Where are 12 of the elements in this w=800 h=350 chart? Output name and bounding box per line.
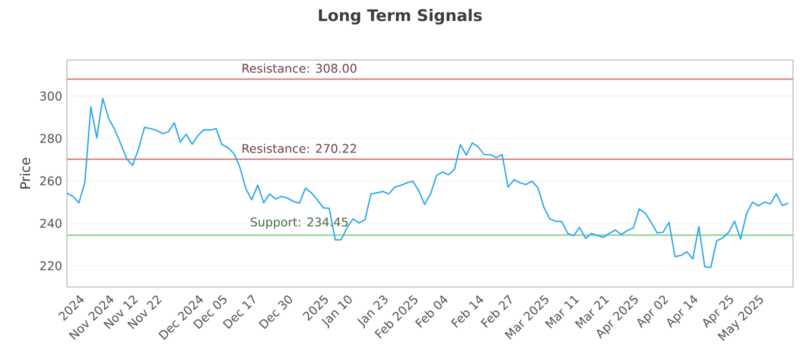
y-axis-title: Price	[20, 158, 30, 188]
x-tick-label: Apr 14	[667, 295, 698, 328]
y-tick-label: 220	[40, 261, 62, 270]
line-series	[66, 98, 789, 268]
chart-title: Long Term Signals	[318, 8, 482, 24]
x-tick-label: Dec 30	[258, 296, 292, 330]
ref-line-label: Resistance: 270.22	[242, 144, 356, 153]
y-tick-label: 280	[40, 134, 62, 144]
ref-line-label: Resistance: 308.00	[242, 64, 356, 73]
y-tick-label: 300	[40, 92, 62, 101]
y-tick-label: 260	[40, 176, 62, 186]
y-tick-label: 240	[40, 218, 62, 228]
